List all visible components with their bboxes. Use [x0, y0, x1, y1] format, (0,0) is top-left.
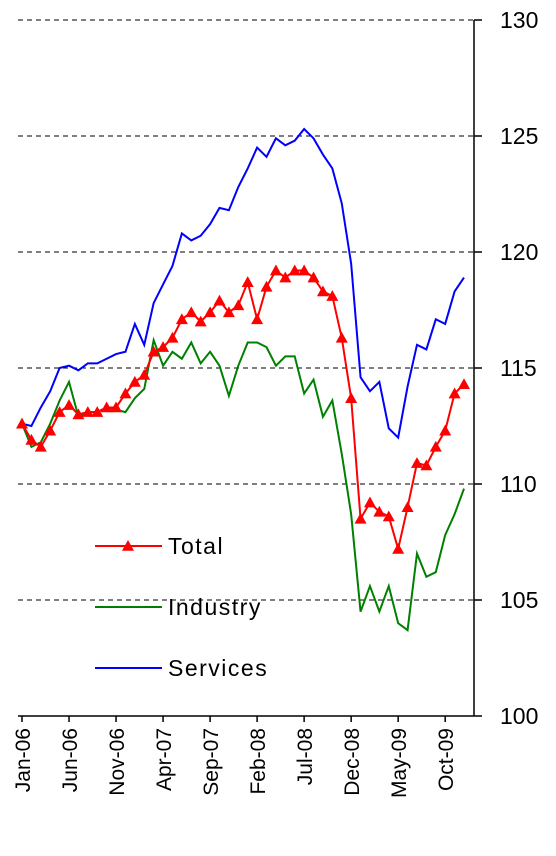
- data-point: [110, 401, 123, 413]
- series-line: [21, 127, 465, 440]
- data-point: [241, 276, 254, 287]
- data-point: [157, 341, 170, 352]
- data-point: [222, 306, 235, 318]
- legend-label: Services: [168, 655, 268, 681]
- y-tick-label: 110: [500, 471, 537, 497]
- data-point: [119, 387, 132, 399]
- data-point: [63, 399, 76, 410]
- data-point: [363, 496, 376, 508]
- y-tick-label: 125: [500, 123, 538, 149]
- data-point: [53, 406, 66, 417]
- data-point: [251, 313, 264, 325]
- data-point: [72, 408, 85, 420]
- data-point: [279, 271, 292, 283]
- data-point: [175, 313, 188, 325]
- data-point: [185, 306, 198, 318]
- data-point: [25, 433, 38, 445]
- x-tick-label: Sep-07: [200, 728, 223, 796]
- y-tick-label: 130: [500, 7, 538, 33]
- data-point: [354, 512, 367, 524]
- x-tick-label: Jul-08: [294, 728, 317, 785]
- data-point: [147, 345, 160, 357]
- data-point: [91, 406, 104, 417]
- y-tick-label: 120: [500, 239, 538, 265]
- data-point: [316, 285, 329, 297]
- x-tick-label: Nov-06: [106, 728, 129, 796]
- data-point: [81, 406, 94, 417]
- y-tick-label: 100: [500, 703, 538, 729]
- data-point: [34, 440, 47, 452]
- data-point: [44, 424, 57, 436]
- data-point: [269, 264, 282, 276]
- data-point: [138, 368, 151, 380]
- data-point: [429, 440, 442, 452]
- data-point: [448, 387, 461, 399]
- x-tick-label: Jun-06: [59, 728, 82, 792]
- data-point: [410, 457, 423, 468]
- data-point: [439, 424, 452, 436]
- series-line: [21, 336, 465, 632]
- x-tick-label: Jan-06: [12, 728, 35, 792]
- x-tick-label: Dec-08: [341, 728, 364, 796]
- data-point: [100, 401, 113, 413]
- data-point: [194, 315, 207, 327]
- data-point: [458, 378, 470, 390]
- data-point: [401, 501, 414, 512]
- legend-label: Total: [168, 533, 224, 559]
- data-point: [298, 264, 311, 276]
- data-point: [307, 271, 320, 283]
- x-tick-label: Oct-09: [435, 728, 458, 791]
- data-point: [326, 290, 339, 301]
- data-point: [288, 264, 301, 276]
- x-tick-label: Feb-08: [247, 728, 270, 795]
- legend-marker: [122, 540, 134, 551]
- data-point: [213, 294, 226, 306]
- y-tick-label: 105: [500, 587, 538, 613]
- data-point: [128, 375, 141, 387]
- data-point: [420, 459, 433, 471]
- data-point: [16, 417, 28, 429]
- data-point: [204, 306, 217, 318]
- data-point: [373, 505, 386, 517]
- legend-label: Industry: [168, 594, 262, 620]
- data-point: [345, 392, 358, 403]
- data-point: [260, 280, 273, 292]
- data-point: [382, 510, 395, 522]
- y-tick-label: 115: [500, 355, 537, 381]
- data-point: [335, 331, 348, 343]
- data-point: [392, 542, 405, 554]
- x-tick-label: Apr-07: [153, 728, 176, 791]
- x-tick-label: May-09: [388, 728, 411, 798]
- data-point: [166, 331, 179, 343]
- data-point: [232, 299, 245, 311]
